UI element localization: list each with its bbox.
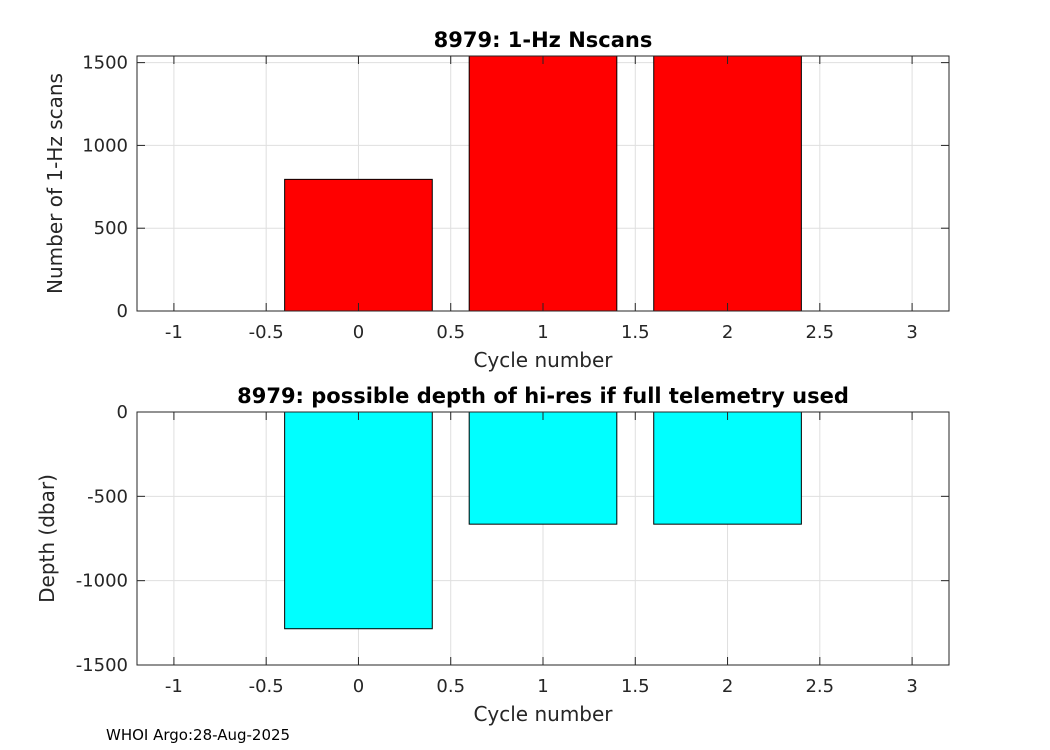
top-y-tick-label: 1500 bbox=[82, 53, 128, 74]
top-bar bbox=[468, 55, 618, 312]
bottom-y-tick-label: -500 bbox=[87, 486, 128, 507]
bottom-bar bbox=[653, 411, 802, 525]
bottom-y-tick-label: -1500 bbox=[76, 655, 128, 676]
bottom-bar bbox=[468, 411, 618, 525]
top-x-tick-label: 2 bbox=[722, 322, 733, 343]
top-x-tick-label: 0.5 bbox=[436, 322, 465, 343]
bottom-x-tick-label: 3 bbox=[906, 676, 917, 697]
bottom-x-tick-label: 1.5 bbox=[621, 676, 650, 697]
bottom-chart-title: 8979: possible depth of hi-res if full t… bbox=[237, 384, 849, 408]
bottom-x-tick-label: 0 bbox=[353, 676, 364, 697]
top-y-axis-label: Number of 1-Hz scans bbox=[43, 73, 67, 294]
bottom-x-tick-label: 1 bbox=[537, 676, 548, 697]
top-bar bbox=[653, 55, 802, 312]
top-x-tick-label: 1.5 bbox=[621, 322, 650, 343]
bottom-y-axis-label: Depth (dbar) bbox=[35, 474, 59, 603]
top-y-tick-label: 1000 bbox=[82, 135, 128, 156]
top-y-tick-label: 0 bbox=[117, 301, 128, 322]
top-bar bbox=[284, 178, 433, 312]
bottom-x-tick-label: 0.5 bbox=[436, 676, 465, 697]
bottom-y-tick-label: -1000 bbox=[76, 571, 128, 592]
bottom-x-axis-label: Cycle number bbox=[473, 702, 613, 726]
bottom-bar bbox=[284, 411, 433, 630]
top-x-tick-label: -0.5 bbox=[249, 322, 284, 343]
footer-credit: WHOI Argo:28-Aug-2025 bbox=[106, 726, 291, 744]
bottom-x-tick-label: -1 bbox=[165, 676, 183, 697]
bottom-x-tick-label: -0.5 bbox=[249, 676, 284, 697]
bottom-x-tick-label: 2 bbox=[722, 676, 733, 697]
bottom-x-tick-label: 2.5 bbox=[805, 676, 834, 697]
top-y-tick-label: 500 bbox=[94, 218, 128, 239]
bottom-y-tick-label: 0 bbox=[117, 402, 128, 423]
top-x-tick-label: 0 bbox=[353, 322, 364, 343]
top-x-tick-label: -1 bbox=[165, 322, 183, 343]
top-x-axis-label: Cycle number bbox=[473, 348, 613, 372]
top-x-tick-label: 3 bbox=[906, 322, 917, 343]
top-x-tick-label: 1 bbox=[537, 322, 548, 343]
top-x-tick-label: 2.5 bbox=[805, 322, 834, 343]
top-chart-title: 8979: 1-Hz Nscans bbox=[434, 28, 653, 52]
